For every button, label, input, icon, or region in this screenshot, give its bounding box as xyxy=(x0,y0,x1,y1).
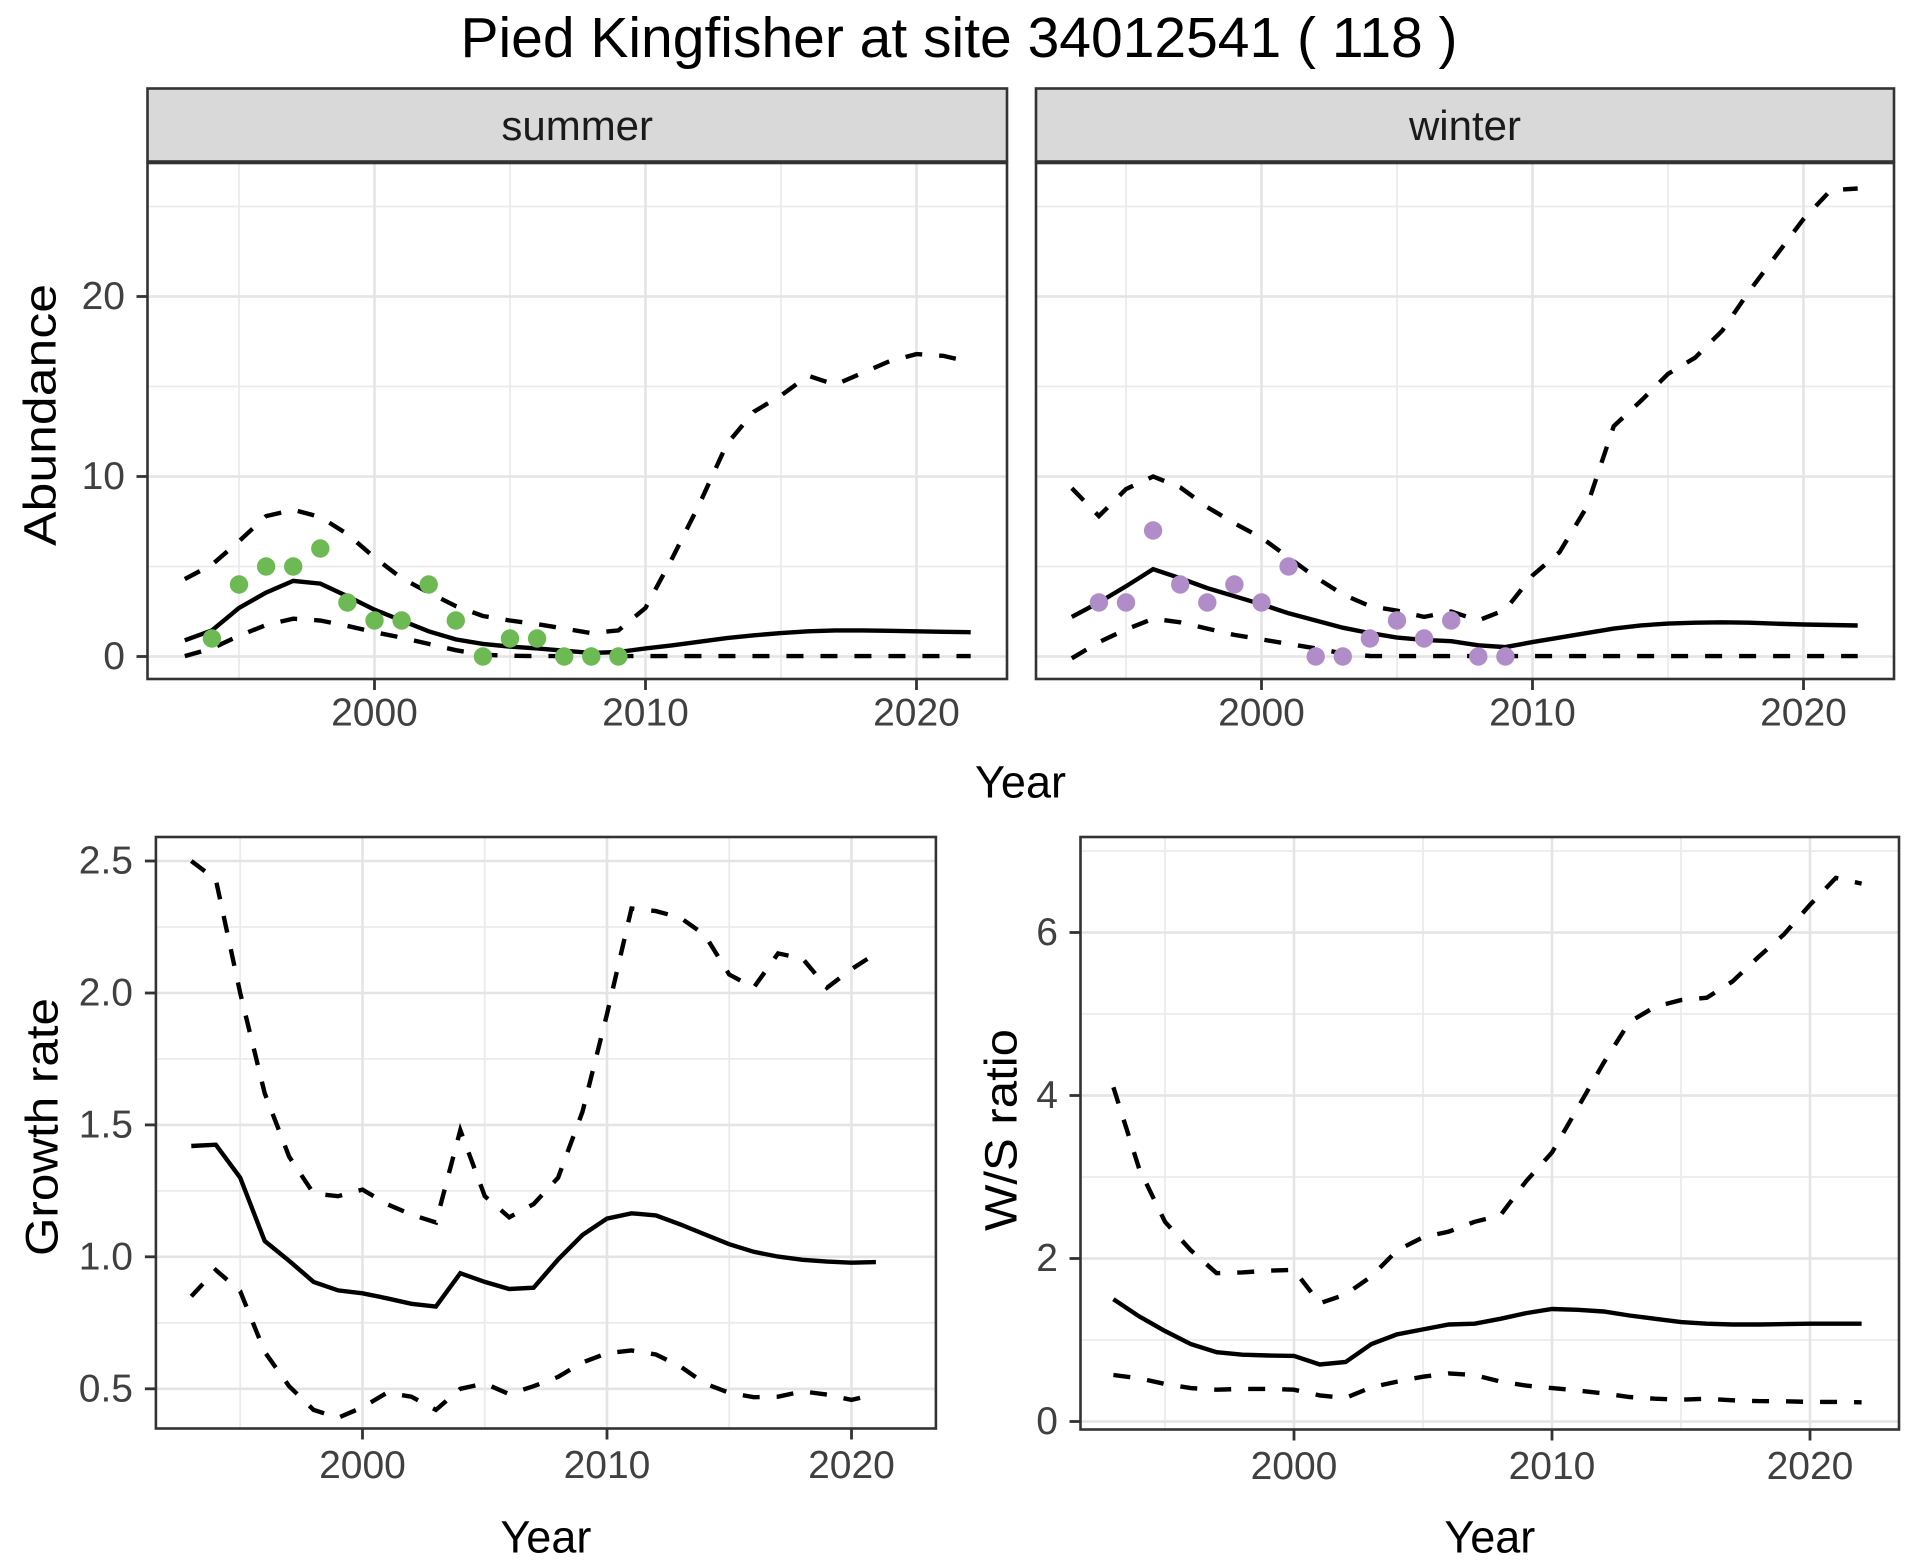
svg-text:0.5: 0.5 xyxy=(79,1367,133,1410)
svg-text:2020: 2020 xyxy=(808,1444,895,1487)
svg-text:2.0: 2.0 xyxy=(79,972,133,1015)
svg-text:2000: 2000 xyxy=(1218,692,1305,735)
svg-text:10: 10 xyxy=(82,455,125,498)
svg-text:2000: 2000 xyxy=(1251,1445,1338,1488)
svg-text:2020: 2020 xyxy=(1760,692,1847,735)
svg-text:W/S ratio: W/S ratio xyxy=(976,1029,1027,1231)
svg-text:2010: 2010 xyxy=(1489,692,1576,735)
svg-text:2.5: 2.5 xyxy=(79,840,133,883)
svg-text:2000: 2000 xyxy=(331,692,418,735)
svg-text:2010: 2010 xyxy=(1509,1445,1596,1488)
svg-text:Year: Year xyxy=(975,757,1066,808)
svg-text:Abundance: Abundance xyxy=(15,284,66,546)
svg-text:6: 6 xyxy=(1036,911,1058,954)
svg-text:Pied Kingfisher at site 340125: Pied Kingfisher at site 34012541 ( 118 ) xyxy=(460,6,1457,70)
svg-text:Growth rate: Growth rate xyxy=(17,998,68,1256)
svg-text:0: 0 xyxy=(103,635,125,678)
svg-text:2000: 2000 xyxy=(319,1444,406,1487)
svg-text:2: 2 xyxy=(1036,1237,1058,1280)
svg-text:4: 4 xyxy=(1036,1074,1058,1117)
svg-text:Year: Year xyxy=(1444,1512,1535,1560)
svg-text:20: 20 xyxy=(82,275,125,318)
svg-text:0: 0 xyxy=(1036,1400,1058,1443)
svg-text:summer: summer xyxy=(501,102,653,149)
svg-text:1.0: 1.0 xyxy=(79,1235,133,1278)
svg-text:1.5: 1.5 xyxy=(79,1103,133,1146)
svg-text:2010: 2010 xyxy=(564,1444,651,1487)
svg-text:2020: 2020 xyxy=(1767,1445,1854,1488)
svg-text:winter: winter xyxy=(1408,102,1521,149)
svg-text:Year: Year xyxy=(500,1512,591,1560)
svg-text:2010: 2010 xyxy=(602,692,689,735)
svg-text:2020: 2020 xyxy=(873,692,960,735)
